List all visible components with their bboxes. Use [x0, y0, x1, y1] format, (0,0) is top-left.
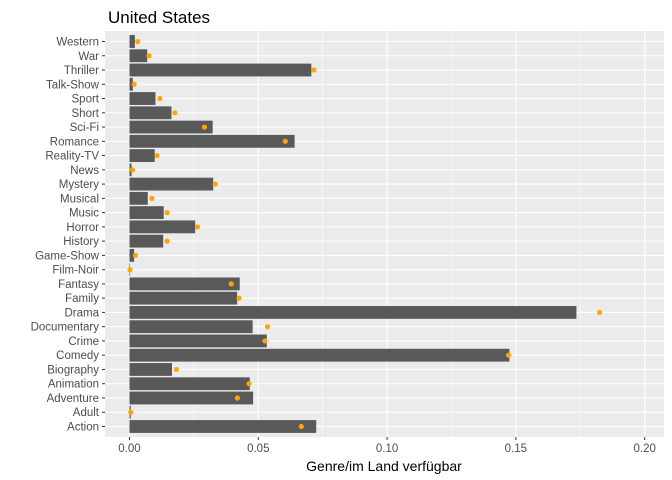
- y-tick-label-film-noir: Film-Noir: [52, 265, 99, 277]
- y-tick-label-sport: Sport: [72, 94, 100, 106]
- point-western: [135, 38, 141, 45]
- point-fantasy: [228, 281, 234, 287]
- point-mystery: [212, 181, 218, 187]
- y-tick-label-war: War: [78, 51, 99, 63]
- bar-mystery: [129, 177, 214, 191]
- y-tick-label-thriller: Thriller: [64, 65, 99, 77]
- x-tick-label: 0.15: [505, 443, 527, 455]
- bar-biography: [129, 363, 172, 376]
- point-adventure: [234, 395, 241, 401]
- point-thriller: [311, 67, 317, 73]
- chart-title: United States: [108, 8, 210, 27]
- x-tick-label: 0.10: [376, 443, 398, 455]
- bar-family: [129, 291, 238, 305]
- bar-musical: [129, 191, 148, 205]
- x-tick-label: 0.05: [247, 443, 269, 455]
- bar-drama: [129, 306, 577, 319]
- point-drama: [596, 309, 603, 316]
- bar-thriller: [129, 63, 312, 77]
- y-tick-label-crime: Crime: [68, 336, 99, 348]
- point-crime: [262, 338, 268, 344]
- bar-sport: [129, 92, 156, 105]
- y-tick-label-adult: Adult: [73, 407, 100, 419]
- point-romance: [282, 138, 288, 144]
- y-tick-label-history: History: [63, 236, 99, 248]
- bar-history: [129, 234, 164, 248]
- y-tick-label-horror: Horror: [66, 222, 99, 234]
- bar-action: [129, 420, 317, 433]
- point-layer: [127, 38, 603, 430]
- bar-documentary: [129, 320, 253, 334]
- bar-crime: [129, 334, 267, 348]
- y-tick-label-animation: Animation: [48, 379, 99, 391]
- point-family: [236, 295, 242, 301]
- point-sport: [157, 95, 163, 102]
- point-action: [298, 423, 304, 430]
- bar-animation: [129, 377, 250, 391]
- point-adult: [128, 409, 134, 415]
- bar-layer: [129, 35, 577, 433]
- y-tick-label-music: Music: [69, 208, 99, 220]
- y-tick-label-news: News: [70, 165, 99, 177]
- y-tick-label-game-show: Game-Show: [35, 250, 100, 262]
- bar-horror: [129, 220, 196, 234]
- x-tick-label: 0.20: [633, 443, 655, 455]
- bar-fantasy: [129, 277, 240, 291]
- bar-adventure: [129, 391, 254, 405]
- y-tick-label-family: Family: [65, 293, 99, 305]
- point-reality-tv: [154, 152, 160, 159]
- y-tick-label-sci-fi: Sci-Fi: [70, 122, 99, 134]
- point-news: [129, 167, 136, 173]
- bar-game-show: [129, 248, 135, 262]
- y-tick-label-musical: Musical: [60, 193, 99, 205]
- point-horror: [194, 224, 201, 230]
- bar-reality-tv: [129, 149, 155, 162]
- y-tick-label-documentary: Documentary: [31, 322, 100, 334]
- y-tick-label-drama: Drama: [64, 307, 99, 319]
- point-history: [164, 238, 170, 244]
- point-biography: [173, 366, 179, 373]
- point-war: [146, 53, 152, 59]
- bar-romance: [129, 134, 295, 148]
- bar-music: [129, 206, 164, 220]
- bar-talk-show: [129, 77, 133, 91]
- point-comedy: [506, 352, 512, 358]
- point-talk-show: [131, 81, 137, 87]
- point-short: [172, 110, 178, 116]
- y-tick-label-romance: Romance: [50, 136, 99, 148]
- axis-layer: Action Adult Adventure Animation Biography Co…: [31, 37, 656, 456]
- point-musical: [149, 195, 155, 201]
- bar-war: [129, 49, 148, 63]
- x-axis-title: Genre/im Land verfügbar: [306, 458, 462, 474]
- bar-comedy: [129, 348, 510, 362]
- y-tick-label-talk-show: Talk-Show: [46, 79, 100, 91]
- y-tick-label-short: Short: [72, 108, 100, 120]
- x-tick-label: 0.00: [118, 443, 140, 455]
- point-animation: [246, 381, 252, 387]
- bar-western: [129, 35, 135, 48]
- y-tick-label-fantasy: Fantasy: [58, 279, 99, 291]
- point-music: [164, 210, 170, 216]
- point-sci-fi: [201, 124, 208, 130]
- y-tick-label-reality-tv: Reality-TV: [45, 151, 99, 163]
- bar-sci-fi: [129, 120, 213, 134]
- y-tick-label-adventure: Adventure: [47, 393, 99, 405]
- y-tick-label-mystery: Mystery: [59, 179, 100, 191]
- y-tick-label-biography: Biography: [47, 364, 99, 376]
- bar-short: [129, 106, 172, 120]
- point-film-noir: [127, 267, 133, 273]
- point-game-show: [132, 252, 138, 258]
- y-tick-label-action: Action: [67, 422, 99, 434]
- point-documentary: [264, 324, 271, 330]
- y-tick-label-western: Western: [56, 37, 99, 49]
- y-tick-label-comedy: Comedy: [56, 350, 99, 362]
